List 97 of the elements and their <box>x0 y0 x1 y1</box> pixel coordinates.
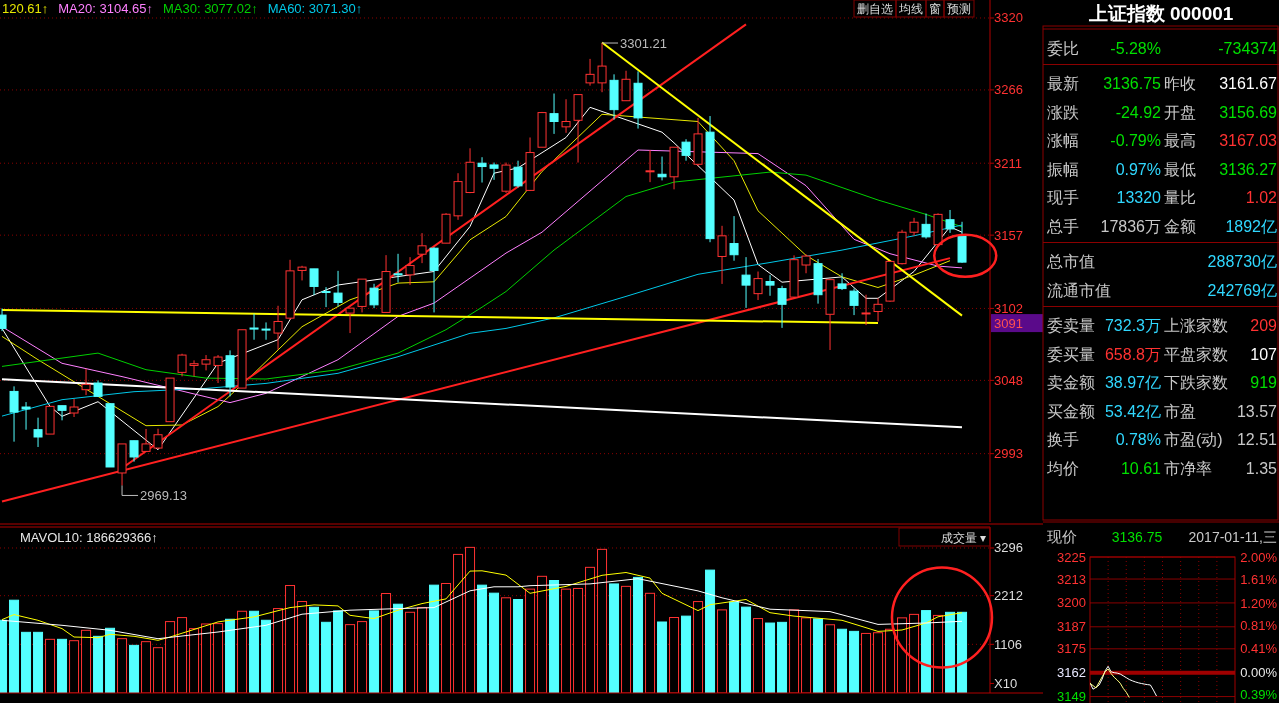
text: 总市值 <box>1047 253 1095 270</box>
text: 209 <box>1250 317 1277 334</box>
y-tick-label: 3102 <box>994 300 1023 316</box>
y-tick-label: 2212 <box>994 588 1023 604</box>
text: 开盘 <box>1164 103 1196 121</box>
text: 53.42亿 <box>1104 402 1161 420</box>
text: 3136.75 <box>1103 75 1161 92</box>
text: 流通市值 <box>1047 281 1111 299</box>
y2-tick-label: 0.41% <box>1240 641 1278 657</box>
text: 2017-01-11,三 <box>1188 529 1277 545</box>
text: -734374 <box>1218 39 1277 57</box>
y-tick-label: 3157 <box>994 227 1023 243</box>
y-tick-label: 3187 <box>1057 619 1086 635</box>
annotation: 删自选 <box>857 2 893 16</box>
annotation: MAVOL10: 186629366↑ <box>20 530 158 545</box>
text: 下跌家数 <box>1164 374 1228 391</box>
y-tick-label: 3225 <box>1057 549 1086 565</box>
annotation: 均线 <box>898 2 923 16</box>
text: 107 <box>1250 345 1277 363</box>
y-tick-label: 3213 <box>1057 571 1086 587</box>
text: 0.97% <box>1115 160 1161 178</box>
y2-tick-label: 1.20% <box>1240 595 1278 611</box>
text: 上证指数 000001 <box>1087 3 1234 24</box>
text: 买金额 <box>1047 402 1095 420</box>
text: 总手 <box>1047 217 1079 235</box>
text: 最新 <box>1047 75 1079 92</box>
text: 3136.75 <box>1111 529 1163 545</box>
annotation: MA30: 3077.02↑ <box>162 1 258 16</box>
text: 现手 <box>1047 189 1079 206</box>
text: 12.51 <box>1236 431 1277 448</box>
y-tick-label: 3296 <box>994 540 1023 556</box>
y2-tick-label: 0.39% <box>1240 687 1278 703</box>
text: 量比 <box>1164 189 1196 206</box>
y-tick-label: 3048 <box>994 372 1023 388</box>
annotation: 窗 <box>929 2 941 16</box>
annotation: 3301.21 <box>620 36 668 52</box>
annotation: 成交量 ▾ <box>940 531 986 545</box>
text: 涨跌 <box>1047 103 1079 121</box>
text: -5.28% <box>1110 39 1161 57</box>
y-tick-label: 3320 <box>994 10 1023 26</box>
text: 3136.27 <box>1219 160 1277 178</box>
y2-tick-label: 0.81% <box>1240 618 1278 634</box>
text: 13.57 <box>1236 402 1277 420</box>
annotation: MA20: 3104.65↑ <box>58 1 153 16</box>
text: 现价 <box>1047 528 1077 545</box>
y-tick-label: 3149 <box>1057 689 1086 703</box>
text: 委卖量 <box>1047 317 1095 334</box>
y2-tick-label: 2.00% <box>1240 549 1278 565</box>
text: 0.78% <box>1115 431 1161 448</box>
text: 卖金额 <box>1047 374 1095 391</box>
annotation: 2969.13 <box>140 488 188 504</box>
text: 13320 <box>1116 189 1161 206</box>
text: 1892亿 <box>1225 217 1277 235</box>
annotation: 预测 <box>947 2 971 16</box>
annotation: MA60: 3071.30↑ <box>267 1 363 16</box>
y2-tick-label: 1.61% <box>1240 572 1278 588</box>
text: 上涨家数 <box>1164 317 1228 334</box>
text: 换手 <box>1047 431 1079 448</box>
text: 涨幅 <box>1047 132 1079 149</box>
y-tick-label: 3162 <box>1057 665 1086 681</box>
y-tick-label: 3266 <box>994 82 1023 98</box>
y-tick-label: 3175 <box>1057 641 1086 657</box>
text: 288730亿 <box>1207 253 1277 270</box>
y-tick-label: 1106 <box>994 636 1022 652</box>
text: 昨收 <box>1164 75 1196 92</box>
text: 10.61 <box>1120 459 1161 477</box>
text: 1.35 <box>1245 459 1277 477</box>
text: -24.92 <box>1115 103 1161 121</box>
text: 委买量 <box>1047 345 1095 363</box>
y-tick-label: 3200 <box>1057 595 1086 611</box>
text: 最低 <box>1164 160 1196 178</box>
text: 17836万 <box>1100 217 1161 235</box>
text: 242769亿 <box>1207 281 1277 299</box>
text: 振幅 <box>1047 160 1079 178</box>
text: 最高 <box>1164 132 1196 149</box>
text: 市盈 <box>1164 402 1196 420</box>
y-tick-label: X10 <box>994 675 1018 691</box>
text: 1.02 <box>1245 189 1277 206</box>
text: 3091 <box>994 316 1023 332</box>
y2-tick-label: 0.00% <box>1240 664 1278 680</box>
text: -0.79% <box>1110 132 1161 149</box>
text: 平盘家数 <box>1164 345 1228 363</box>
y-tick-label: 3211 <box>994 155 1022 171</box>
y-tick-label: 2993 <box>994 446 1023 462</box>
text: 市净率 <box>1164 459 1212 477</box>
text: 658.8万 <box>1104 345 1161 363</box>
text: 委比 <box>1047 39 1079 57</box>
text: 3167.03 <box>1219 132 1277 149</box>
text: 市盈(动) <box>1164 431 1223 448</box>
text: 3156.69 <box>1219 103 1277 121</box>
text: 3161.67 <box>1219 75 1277 92</box>
text: 均价 <box>1047 459 1079 477</box>
text: 732.3万 <box>1104 317 1161 334</box>
text: 919 <box>1250 374 1277 391</box>
text: 金额 <box>1164 217 1196 235</box>
annotation: 120.61↑ <box>2 1 49 16</box>
text: 38.97亿 <box>1104 374 1161 391</box>
